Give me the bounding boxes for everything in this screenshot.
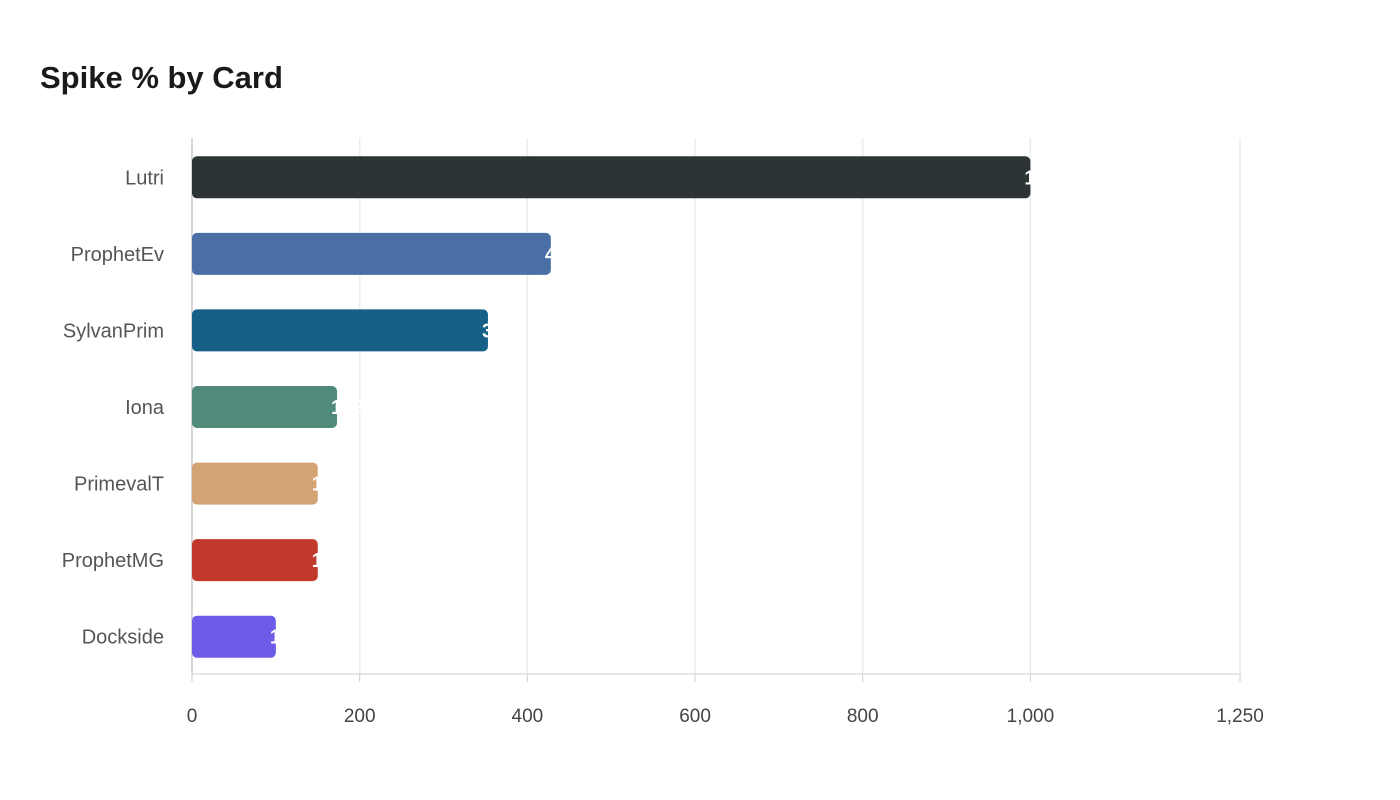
bar-iona: [192, 386, 338, 428]
x-tick-label: 0: [187, 706, 198, 727]
y-category-label: ProphetEv: [71, 244, 164, 266]
y-category-label: SylvanPrim: [63, 320, 164, 342]
bar-sylvanprim: [192, 309, 488, 352]
y-category-label: Dockside: [82, 627, 164, 649]
y-category-label: Iona: [125, 397, 165, 419]
bar-value-label: 1,000: [1024, 167, 1074, 189]
bar-prophetev: [192, 232, 551, 275]
bar-value-label: 150: [312, 550, 345, 572]
bar-primevalt: [192, 462, 318, 505]
chart-title: Spike % by Card: [40, 60, 283, 95]
x-tick-label: 1,250: [1216, 706, 1264, 727]
bar-dockside: [192, 615, 276, 658]
bar-value-label: 150: [312, 474, 345, 496]
x-tick-label: 400: [512, 706, 544, 727]
x-tick-label: 1,000: [1007, 706, 1055, 727]
bar-value-label: 173: [331, 397, 364, 419]
x-tick-label: 800: [847, 706, 879, 727]
bar-prophetmg: [192, 539, 318, 582]
y-category-label: Lutri: [125, 167, 164, 189]
x-tick-label: 200: [344, 706, 376, 727]
bar-value-label: 428: [545, 244, 578, 266]
bar-value-label: 353: [482, 320, 515, 342]
bar-lutri: [192, 156, 1031, 199]
y-category-label: PrimevalT: [74, 474, 164, 496]
bar-value-label: 100: [270, 627, 303, 649]
x-tick-label: 600: [679, 706, 711, 727]
y-category-label: ProphetMG: [62, 550, 164, 572]
